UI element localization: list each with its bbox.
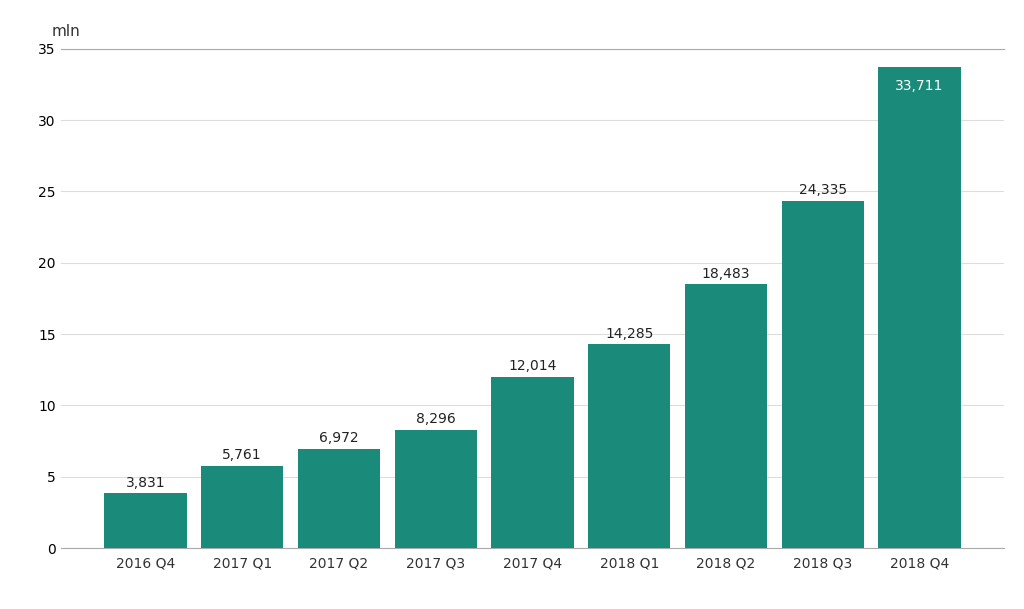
Bar (394, 430, 477, 548)
Bar (201, 466, 284, 548)
Bar (588, 344, 671, 548)
Bar (879, 67, 961, 548)
Text: 8,296: 8,296 (416, 412, 456, 426)
Text: 18,483: 18,483 (701, 267, 751, 281)
Text: 24,335: 24,335 (799, 183, 847, 197)
Text: mln: mln (52, 24, 81, 39)
Bar (492, 377, 573, 548)
Text: 3,831: 3,831 (126, 476, 165, 490)
Bar (104, 493, 186, 548)
Bar (781, 201, 864, 548)
Text: 33,711: 33,711 (895, 79, 944, 93)
Text: 6,972: 6,972 (319, 431, 358, 445)
Bar (298, 449, 380, 548)
Bar (685, 284, 767, 548)
Text: 14,285: 14,285 (605, 326, 653, 340)
Text: 12,014: 12,014 (508, 359, 557, 373)
Text: 5,761: 5,761 (222, 448, 262, 462)
